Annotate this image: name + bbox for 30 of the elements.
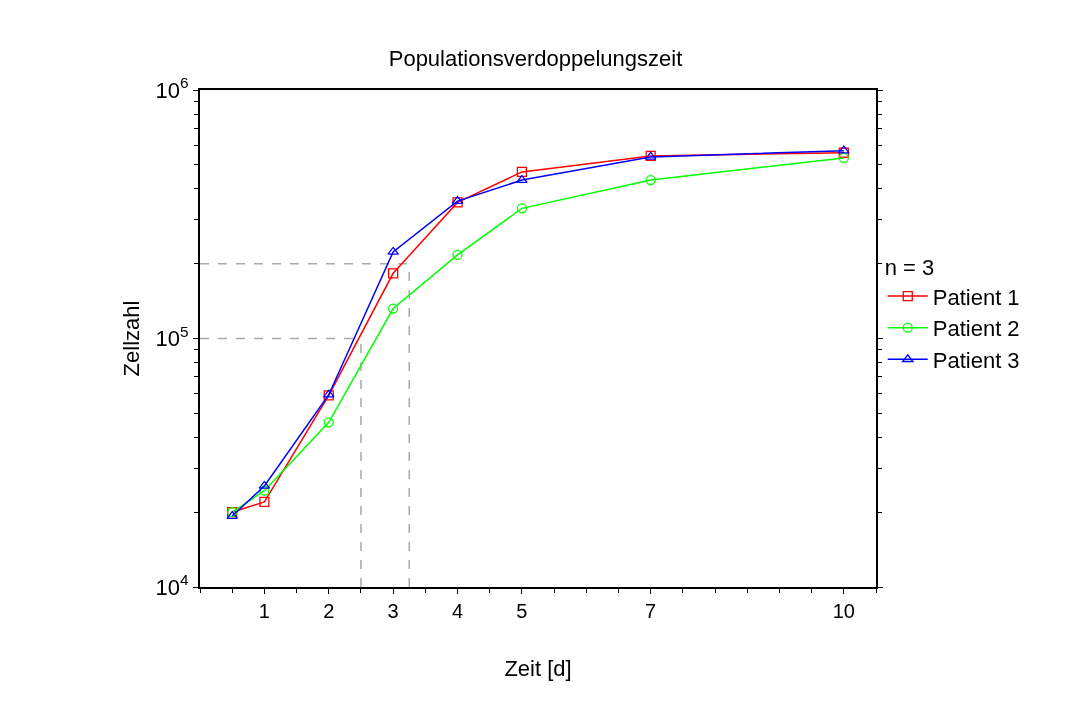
x-axis-title: Zeit [d] [504,656,572,682]
legend-label: Patient 3 [932,347,1020,373]
x-tick-label: 3 [387,600,399,622]
point [516,203,528,214]
x-tick-label: 2 [323,600,335,622]
y-tick-label: 10$^{6}$ [155,74,189,103]
point [259,485,270,496]
x-tick-label: 1 [258,600,270,622]
y-tick-label: 10$^{4}$ [155,571,190,600]
legend-label: Patient 1 [932,284,1020,310]
x-tick-label: 4 [451,600,464,622]
point [838,147,849,158]
point [516,174,528,183]
x-tick-label: 7 [645,600,657,622]
point [387,268,399,279]
point [259,496,270,508]
point [452,249,463,261]
point [838,152,849,164]
point [387,303,399,314]
point [387,246,399,255]
point [516,166,528,178]
y-axis-title: Zellzahl [118,300,144,377]
x-tick-label: 5 [516,600,528,622]
legend-title: n = 3 [884,255,935,281]
point [645,174,656,186]
point [323,417,334,428]
chart-title: Populationsverdoppelungszeit [388,45,683,71]
legend-label: Patient 2 [932,316,1020,342]
y-tick-label: 10$^{5}$ [155,322,189,352]
x-tick-label: 10 [832,600,855,622]
